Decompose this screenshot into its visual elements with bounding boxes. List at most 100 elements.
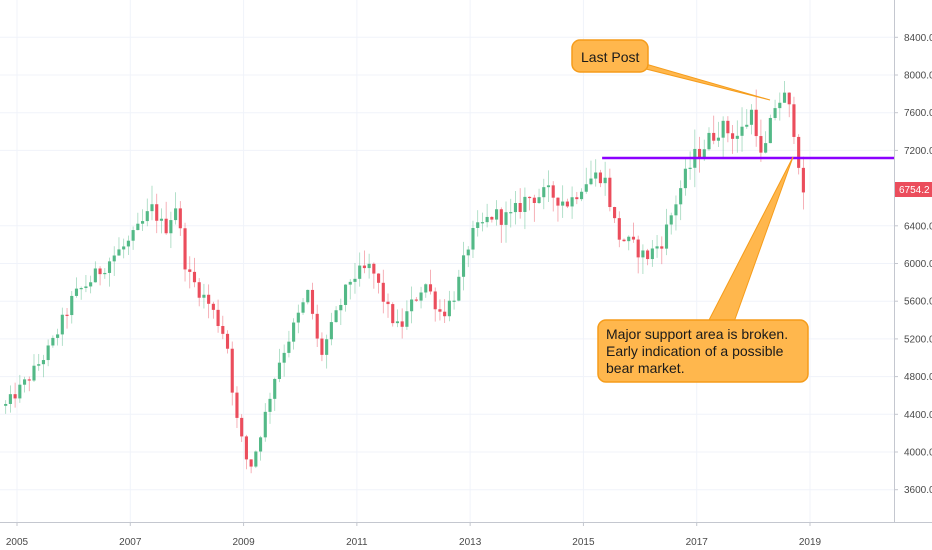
candle-up	[103, 272, 107, 275]
candle-up	[84, 286, 88, 289]
candle-down	[310, 289, 315, 314]
candle-up	[674, 204, 678, 216]
candle-up	[745, 124, 749, 127]
candle-up	[546, 185, 551, 188]
candle-down	[362, 265, 366, 269]
y-tick-label: 4400.0	[904, 410, 932, 421]
last-post-text: Last Post	[581, 49, 639, 65]
candle-up	[655, 246, 659, 249]
y-axis: 3600.0 4000.0 4400.0 4800.0 5200.0 5600.0 6000…	[894, 33, 932, 496]
candle-up	[542, 187, 546, 198]
candle-up	[688, 167, 692, 169]
candle-down	[315, 313, 319, 339]
candle-up	[79, 288, 83, 290]
candle-up	[145, 211, 149, 222]
y-tick-label: 5600.0	[904, 297, 932, 308]
candle-up	[778, 102, 782, 109]
candle-up	[334, 310, 338, 323]
candle-up	[296, 312, 300, 323]
candle-up	[476, 222, 480, 228]
candle-up	[126, 240, 130, 247]
candle-down	[490, 216, 494, 220]
candle-up	[679, 188, 683, 205]
x-tick-label: 2015	[572, 537, 595, 548]
candle-down	[608, 177, 612, 208]
candle-down	[532, 197, 536, 204]
x-tick-label: 2013	[459, 537, 482, 548]
candle-down	[230, 348, 234, 393]
candle-down	[400, 321, 404, 327]
candle-up	[329, 322, 333, 340]
candle-down	[164, 218, 168, 234]
candle-down	[221, 326, 225, 334]
candle-up	[650, 248, 654, 260]
candle-up	[140, 221, 145, 224]
candle-up	[537, 197, 541, 204]
y-tick-label: 6400.0	[904, 221, 932, 232]
candle-up	[56, 334, 60, 338]
candle-up	[664, 224, 669, 249]
candle-up	[150, 204, 154, 212]
candle-up	[466, 249, 470, 256]
candle-up	[32, 365, 36, 381]
candle-down	[792, 104, 796, 137]
candle-down	[235, 392, 239, 418]
candle-down	[551, 185, 555, 198]
candle-up	[348, 281, 352, 285]
support-broken-callout-box	[597, 319, 809, 383]
candle-down	[646, 250, 650, 260]
candle-up	[561, 201, 565, 206]
candle-up	[461, 255, 466, 277]
support-broken-line-1: Major support area is broken.	[606, 326, 788, 342]
candle-up	[159, 218, 163, 221]
candle-up	[452, 300, 456, 302]
candle-up	[70, 295, 74, 316]
candle-up	[358, 265, 362, 279]
y-tick-label: 4800.0	[904, 372, 932, 383]
candle-down	[377, 273, 381, 283]
candle-up	[202, 294, 206, 298]
candle-up	[504, 212, 508, 225]
grid	[0, 0, 894, 522]
candle-up	[627, 236, 631, 242]
candle-down	[183, 228, 187, 270]
candle-up	[301, 302, 305, 313]
support-broken-line-3: bear market.	[606, 360, 685, 376]
candle-down	[211, 303, 215, 310]
x-tick-label: 2019	[799, 537, 822, 548]
candle-up	[46, 345, 50, 361]
candle-down	[65, 314, 69, 316]
candle-down	[391, 304, 395, 324]
candle-down	[428, 284, 433, 292]
support-broken-line-2: Early indication of a possible	[606, 343, 784, 359]
candle-up	[292, 322, 296, 342]
candle-down	[697, 148, 702, 159]
candle-up	[782, 92, 787, 103]
candle-down	[188, 269, 192, 272]
candle-up	[641, 250, 645, 258]
candle-down	[565, 201, 569, 207]
candle-down	[499, 209, 503, 225]
candle-up	[339, 304, 343, 311]
candle-up	[122, 246, 126, 250]
candle-up	[447, 300, 451, 317]
candle-up	[740, 126, 744, 136]
candle-up	[495, 209, 499, 220]
candle-down	[386, 301, 390, 305]
candle-up	[174, 208, 178, 221]
candle-down	[556, 197, 560, 206]
candle-down	[622, 239, 626, 242]
candle-down	[731, 133, 735, 139]
candle-down	[216, 309, 220, 327]
candle-down	[443, 311, 447, 317]
candle-down	[381, 282, 385, 302]
candle-up	[764, 143, 768, 153]
x-tick-label: 2007	[119, 537, 142, 548]
candle-down	[27, 379, 31, 381]
candle-up	[513, 202, 518, 213]
candle-up	[424, 284, 428, 293]
candle-up	[37, 364, 41, 366]
candle-up	[8, 394, 12, 404]
candle-down	[372, 263, 376, 274]
candle-down	[225, 333, 230, 349]
